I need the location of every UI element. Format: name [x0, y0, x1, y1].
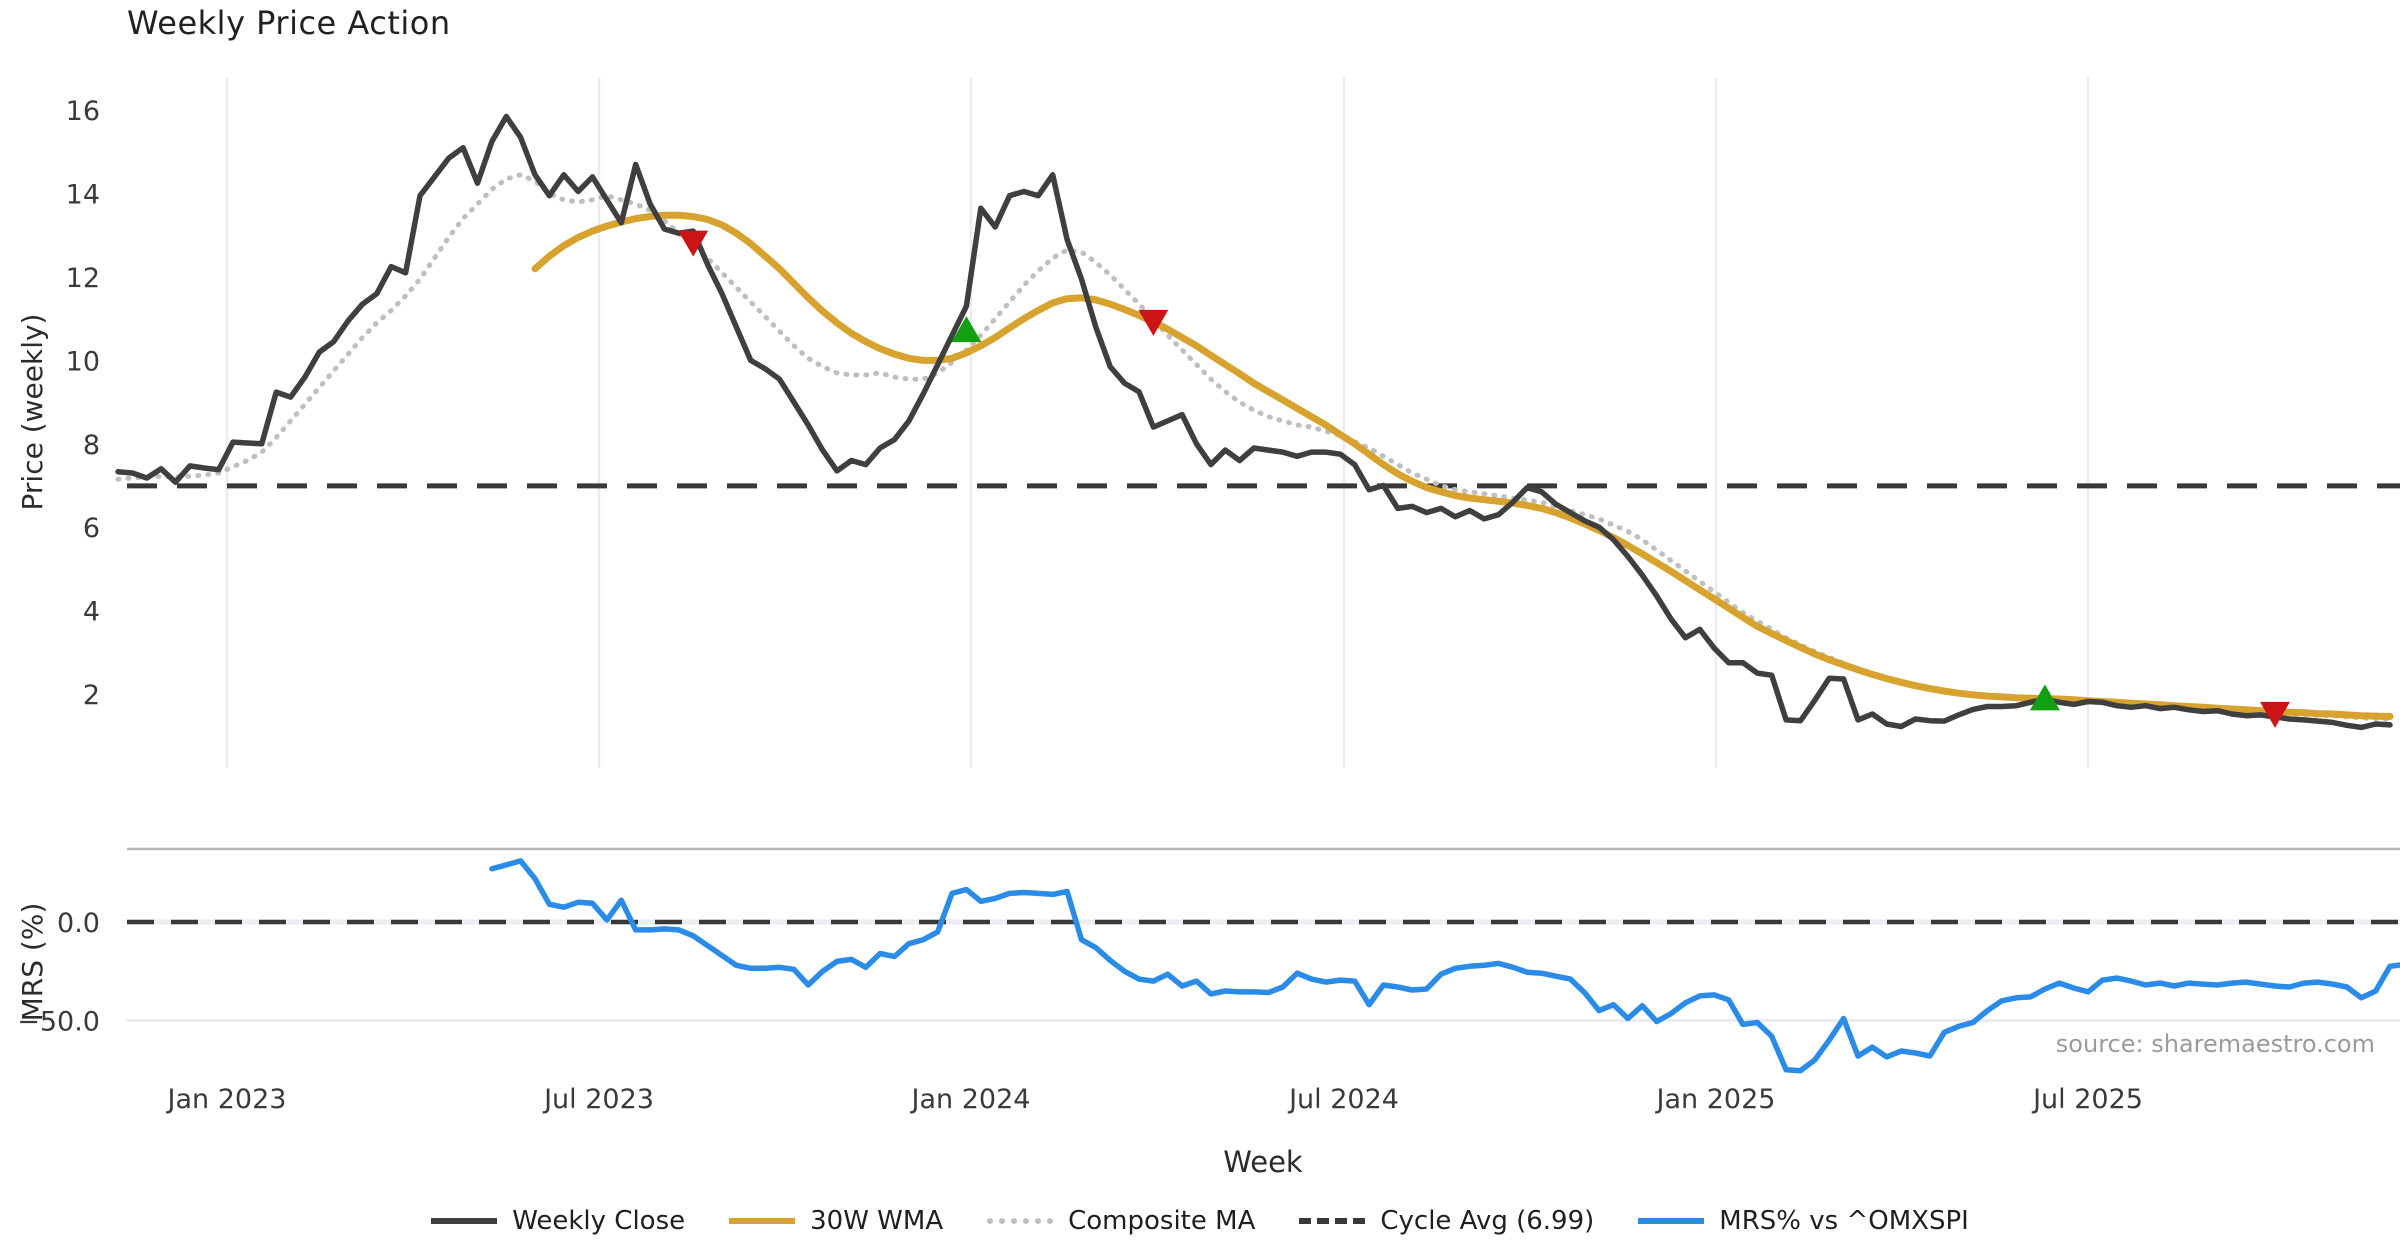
legend-item: Composite MA	[987, 1206, 1255, 1236]
series-layer	[115, 113, 2400, 1074]
mrs-ytick-label: 0.0	[57, 908, 100, 939]
x-tick-label: Jan 2024	[910, 1084, 1031, 1115]
sell-marker	[1138, 309, 1169, 336]
x-tick-label: Jul 2024	[1287, 1084, 1399, 1115]
week-axis-label: Week	[1223, 1145, 1303, 1179]
legend-label: Cycle Avg (6.99)	[1380, 1206, 1595, 1236]
chart-legend: Weekly Close 30W WMA Composite MA Cycle Avg…	[0, 1206, 2400, 1236]
legend-swatch-solid	[729, 1218, 796, 1224]
weekly-close-line	[115, 113, 2393, 731]
price-ytick-label: 14	[66, 180, 100, 211]
mrs-ytick-label: −50.0	[17, 1007, 100, 1038]
legend-item: MRS% vs ^OMXSPI	[1638, 1206, 1969, 1236]
price-ytick-label: 16	[66, 96, 100, 127]
source-note: source: sharemaestro.com	[2055, 1030, 2375, 1058]
price-ytick-label: 4	[83, 597, 100, 628]
sell-marker	[678, 230, 709, 257]
legend-item: Weekly Close	[431, 1206, 685, 1236]
mrs-axis-label: MRS (%)	[16, 903, 49, 1022]
price-ytick-label: 8	[83, 430, 100, 461]
price-ytick-label: 12	[66, 263, 100, 294]
mrs-line	[489, 858, 2400, 1074]
x-tick-label: Jan 2023	[166, 1084, 287, 1115]
x-tick-label: Jan 2025	[1655, 1084, 1776, 1115]
legend-swatch-solid	[431, 1218, 498, 1224]
x-tick-label: Jul 2025	[2031, 1084, 2143, 1115]
legend-swatch-dashed	[1299, 1218, 1366, 1224]
legend-swatch-dotted	[987, 1218, 1054, 1224]
legend-item: 30W WMA	[729, 1206, 943, 1236]
price-ytick-label: 10	[66, 346, 100, 377]
tick-labels-layer: 16 14 12 10 8 6 4 2 0.0 −50.0 Jan 2023 Jul 2023 Jan …	[17, 96, 2143, 1115]
buy-marker	[951, 316, 982, 343]
price-ytick-label: 6	[83, 513, 100, 544]
legend-swatch-solid	[1638, 1218, 1705, 1224]
legend-label: 30W WMA	[810, 1206, 944, 1236]
price-axis-label: Price (weekly)	[16, 314, 49, 511]
legend-label: Composite MA	[1068, 1206, 1256, 1236]
legend-label: Weekly Close	[512, 1206, 686, 1236]
price-ytick-label: 2	[83, 680, 100, 711]
composite-ma-line	[115, 172, 2393, 722]
wma30-line	[531, 211, 2394, 720]
signal-markers-layer	[678, 230, 2290, 728]
legend-item: Cycle Avg (6.99)	[1299, 1206, 1594, 1236]
x-tick-label: Jul 2023	[542, 1084, 654, 1115]
sell-marker	[2260, 701, 2290, 728]
legend-label: MRS% vs ^OMXSPI	[1719, 1206, 1969, 1236]
buy-marker	[2029, 684, 2060, 711]
chart-title: Weekly Price Action	[127, 4, 451, 42]
gridlines-layer	[127, 78, 2400, 1022]
